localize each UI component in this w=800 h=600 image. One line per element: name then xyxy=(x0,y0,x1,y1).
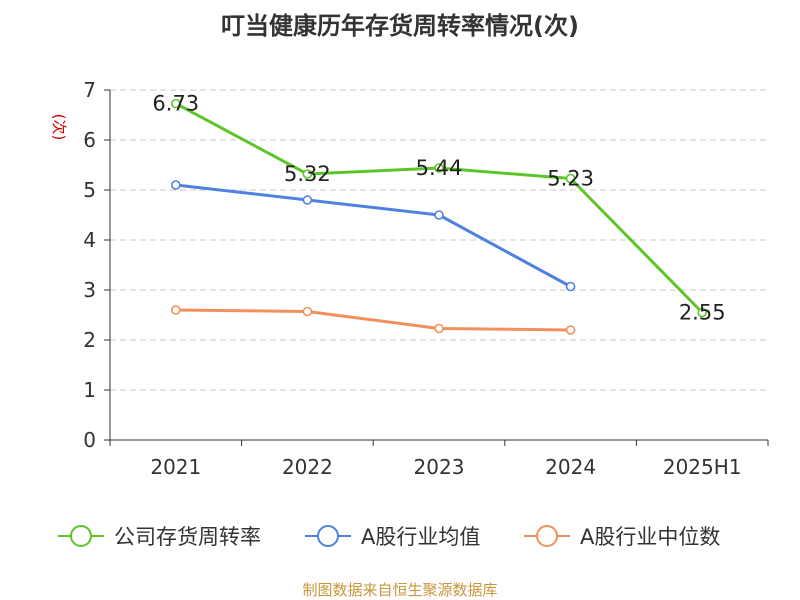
legend-marker xyxy=(70,525,92,547)
x-tick-label: 2025H1 xyxy=(663,455,742,479)
y-axis-label: (次) xyxy=(50,114,68,141)
y-tick-label: 0 xyxy=(83,428,96,452)
data-point[interactable] xyxy=(302,195,313,205)
legend[interactable]: 公司存货周转率 A股行业均值 A股行业中位数 xyxy=(58,525,720,549)
legend-marker xyxy=(536,525,558,547)
y-tick-label: 2 xyxy=(83,328,96,352)
data-point[interactable] xyxy=(171,180,181,190)
y-tick-label: 7 xyxy=(83,78,96,102)
data-point[interactable] xyxy=(434,163,444,173)
x-tick-label: 2024 xyxy=(545,455,596,479)
y-tick-label: 6 xyxy=(83,128,96,152)
data-label: 5.44 xyxy=(416,156,463,180)
series-line-3 xyxy=(175,308,571,332)
series-line-2 xyxy=(175,183,572,288)
series-line-1 xyxy=(175,102,704,314)
series-layer xyxy=(171,98,708,335)
legend-item-2[interactable]: A股行业均值 xyxy=(305,525,480,549)
data-label: 2.55 xyxy=(679,301,726,325)
data-point[interactable] xyxy=(302,306,313,317)
x-tick-label: 2023 xyxy=(414,455,465,479)
data-label: 5.32 xyxy=(284,162,331,186)
data-point[interactable] xyxy=(565,281,576,292)
source-note: 制图数据来自恒生聚源数据库 xyxy=(302,581,498,599)
data-label: 5.23 xyxy=(547,167,594,191)
data-point[interactable] xyxy=(302,169,313,179)
data-point[interactable] xyxy=(434,210,444,220)
legend-label: 公司存货周转率 xyxy=(114,525,261,549)
data-label-layer: 6.73 5.32 5.44 5.23 2.55 xyxy=(152,92,725,325)
data-point[interactable] xyxy=(434,323,444,334)
legend-label: A股行业均值 xyxy=(361,525,480,549)
y-tick-label: 5 xyxy=(83,178,96,202)
x-tick-label: 2022 xyxy=(282,455,333,479)
data-label: 6.73 xyxy=(152,92,199,116)
axis-layer: 0 1 2 3 4 5 6 7 2021 2022 2023 2024 2025H1 (次) xyxy=(50,78,769,479)
data-point[interactable] xyxy=(565,325,576,335)
chart-title: 叮当健康历年存货周转率情况(次) xyxy=(221,12,579,40)
grid-layer xyxy=(110,89,768,391)
legend-label: A股行业中位数 xyxy=(580,525,720,549)
data-point[interactable] xyxy=(171,98,181,109)
data-point[interactable] xyxy=(171,305,181,315)
legend-item-3[interactable]: A股行业中位数 xyxy=(524,525,720,549)
x-tick-label: 2021 xyxy=(150,455,201,479)
legend-marker xyxy=(317,525,339,547)
data-point[interactable] xyxy=(697,307,708,318)
legend-item-1[interactable]: 公司存货周转率 xyxy=(58,525,261,549)
y-tick-label: 4 xyxy=(83,228,96,252)
y-tick-label: 1 xyxy=(83,378,96,402)
data-point[interactable] xyxy=(565,173,576,184)
y-tick-label: 3 xyxy=(83,278,96,302)
